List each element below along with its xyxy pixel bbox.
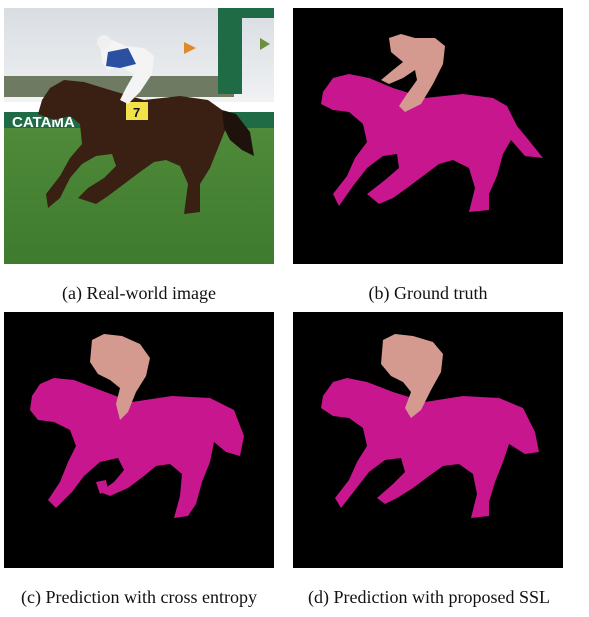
caption-d: (d) Prediction with proposed SSL — [308, 587, 550, 607]
green-arch-post — [218, 8, 242, 94]
caption-a: (a) Real-world image — [62, 283, 216, 303]
rider-mask-ssl — [381, 334, 443, 418]
jockey-helmet — [97, 35, 111, 49]
horse-mask-ssl — [321, 378, 539, 518]
horse-photo — [38, 80, 226, 214]
rider-mask-ce — [90, 334, 150, 420]
saddle-cloth-number: 7 — [133, 105, 140, 120]
horse-tail-photo — [222, 110, 254, 156]
prediction-proposed-ssl-mask — [293, 312, 563, 568]
rider-mask-gt — [381, 34, 445, 112]
prediction-cross-entropy-mask — [4, 312, 274, 568]
horse-mask-gt — [321, 74, 543, 212]
horse-mask-ce — [30, 378, 244, 518]
saddle-cloth — [126, 102, 148, 120]
real-world-image: CATAMA 7 — [4, 8, 274, 264]
orange-flag — [184, 42, 196, 54]
ground-truth-mask — [293, 8, 563, 264]
green-arch-top — [218, 8, 274, 18]
caption-c: (c) Prediction with cross entropy — [21, 587, 257, 607]
caption-b: (b) Ground truth — [368, 283, 488, 303]
horse-mask-ce-blob — [96, 480, 108, 494]
jockey-jacket — [106, 48, 136, 68]
green-flag — [260, 38, 270, 50]
